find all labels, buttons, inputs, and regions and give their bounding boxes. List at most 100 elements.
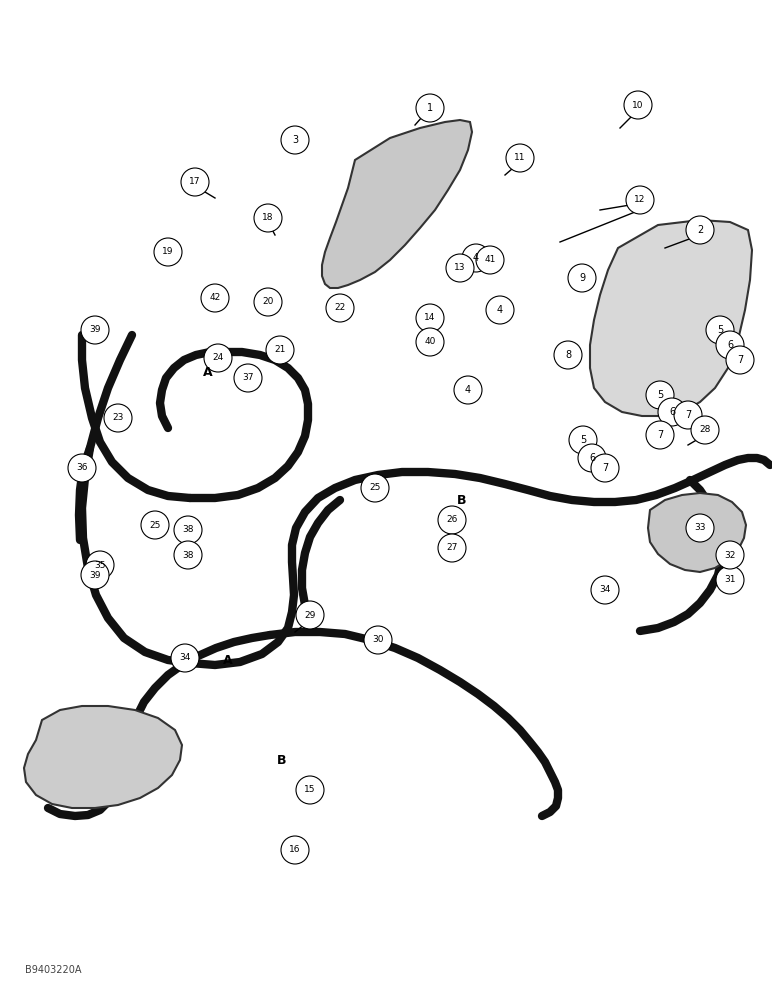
Text: 25: 25: [149, 520, 161, 530]
Text: 32: 32: [724, 550, 736, 560]
Circle shape: [281, 836, 309, 864]
Circle shape: [591, 576, 619, 604]
Circle shape: [691, 416, 719, 444]
Circle shape: [486, 296, 514, 324]
Text: 4: 4: [473, 253, 479, 263]
Text: 42: 42: [209, 294, 221, 302]
Circle shape: [438, 506, 466, 534]
Text: 27: 27: [446, 544, 458, 552]
Text: 4: 4: [497, 305, 503, 315]
Text: 3: 3: [292, 135, 298, 145]
Circle shape: [254, 288, 282, 316]
Circle shape: [86, 551, 114, 579]
Text: 4: 4: [465, 385, 471, 395]
Text: 7: 7: [737, 355, 743, 365]
Circle shape: [624, 91, 652, 119]
Circle shape: [706, 316, 734, 344]
Text: 7: 7: [602, 463, 608, 473]
Text: 5: 5: [657, 390, 663, 400]
Text: 34: 34: [179, 654, 191, 662]
Circle shape: [716, 331, 744, 359]
Circle shape: [204, 344, 232, 372]
Text: 1: 1: [427, 103, 433, 113]
Circle shape: [626, 186, 654, 214]
Circle shape: [174, 516, 202, 544]
Circle shape: [646, 381, 674, 409]
Circle shape: [364, 626, 392, 654]
Circle shape: [266, 336, 294, 364]
Circle shape: [68, 454, 96, 482]
Text: 5: 5: [717, 325, 723, 335]
Text: 14: 14: [425, 314, 435, 322]
Polygon shape: [322, 120, 472, 288]
Circle shape: [81, 316, 109, 344]
Circle shape: [726, 346, 754, 374]
Text: 40: 40: [425, 338, 435, 347]
Circle shape: [554, 341, 582, 369]
Text: 16: 16: [290, 846, 301, 854]
Circle shape: [234, 364, 262, 392]
Circle shape: [686, 514, 714, 542]
Text: 24: 24: [212, 354, 224, 362]
Text: A: A: [203, 365, 213, 378]
Text: 9: 9: [579, 273, 585, 283]
Circle shape: [326, 294, 354, 322]
Circle shape: [716, 566, 744, 594]
Text: 23: 23: [112, 414, 124, 422]
Circle shape: [569, 426, 597, 454]
Circle shape: [686, 216, 714, 244]
Circle shape: [674, 401, 702, 429]
Text: 8: 8: [565, 350, 571, 360]
Circle shape: [296, 776, 324, 804]
Circle shape: [181, 168, 209, 196]
Text: 15: 15: [304, 786, 316, 794]
Text: 17: 17: [189, 178, 201, 186]
Circle shape: [716, 541, 744, 569]
Text: 39: 39: [90, 326, 101, 334]
Text: 41: 41: [484, 255, 496, 264]
Polygon shape: [590, 220, 752, 416]
Text: B: B: [277, 754, 286, 766]
Text: A: A: [223, 654, 233, 666]
Circle shape: [462, 244, 490, 272]
Text: 10: 10: [632, 101, 644, 109]
Text: 11: 11: [514, 153, 526, 162]
Circle shape: [104, 404, 132, 432]
Text: 5: 5: [580, 435, 586, 445]
Polygon shape: [648, 493, 746, 572]
Text: 26: 26: [446, 516, 458, 524]
Text: 7: 7: [685, 410, 691, 420]
Text: 20: 20: [262, 298, 274, 306]
Text: 36: 36: [76, 464, 88, 473]
Circle shape: [81, 561, 109, 589]
Circle shape: [171, 644, 199, 672]
Circle shape: [446, 254, 474, 282]
Text: 7: 7: [657, 430, 663, 440]
Text: 39: 39: [90, 570, 101, 580]
Text: 30: 30: [372, 636, 384, 645]
Circle shape: [454, 376, 482, 404]
Text: 25: 25: [369, 484, 381, 492]
Text: 21: 21: [274, 346, 286, 355]
Circle shape: [281, 126, 309, 154]
Circle shape: [254, 204, 282, 232]
Circle shape: [506, 144, 534, 172]
Text: 34: 34: [599, 585, 611, 594]
Circle shape: [578, 444, 606, 472]
Circle shape: [416, 304, 444, 332]
Text: 28: 28: [699, 426, 711, 434]
Text: 38: 38: [182, 526, 194, 534]
Circle shape: [646, 421, 674, 449]
Text: 38: 38: [182, 550, 194, 560]
Text: 37: 37: [242, 373, 254, 382]
Text: 33: 33: [694, 524, 706, 532]
Text: 19: 19: [162, 247, 174, 256]
Circle shape: [416, 328, 444, 356]
Circle shape: [658, 398, 686, 426]
Text: 22: 22: [334, 304, 346, 312]
Circle shape: [174, 541, 202, 569]
Text: 18: 18: [262, 214, 274, 223]
Circle shape: [476, 246, 504, 274]
Text: 6: 6: [727, 340, 733, 350]
Polygon shape: [24, 706, 182, 808]
